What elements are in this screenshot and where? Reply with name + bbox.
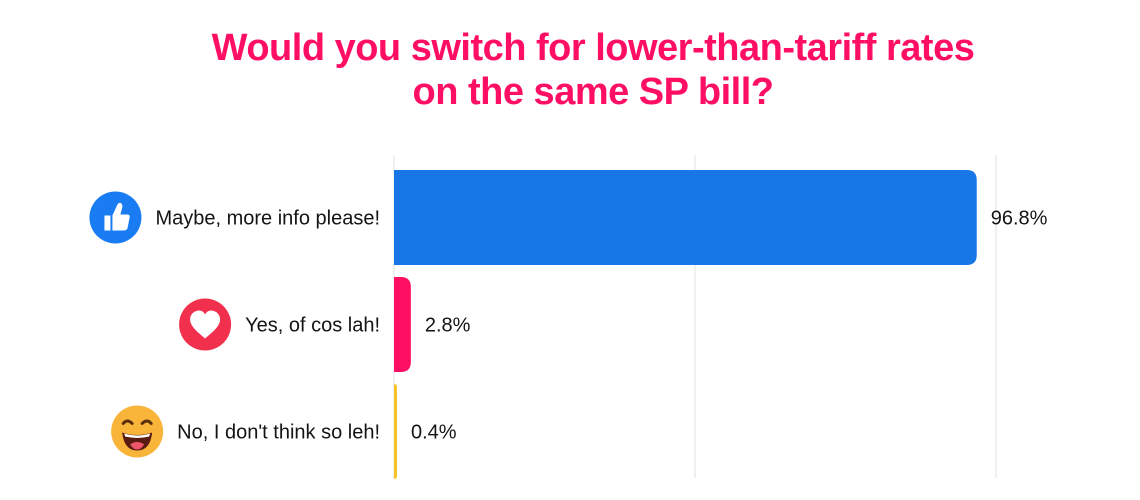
bar xyxy=(394,384,397,479)
thumbs-up-icon xyxy=(89,191,142,244)
heart-icon xyxy=(179,298,232,351)
bar xyxy=(394,277,411,372)
icons xyxy=(89,191,232,458)
value-label: 2.8% xyxy=(425,315,471,337)
labels: 96.8% Maybe, more info please! 2.8% Yes, of… xyxy=(155,208,1047,444)
value-label: 0.4% xyxy=(411,422,457,444)
category-label: No, I don't think so leh! xyxy=(177,422,380,444)
value-label: 96.8% xyxy=(991,208,1048,230)
chart-title-line-1: Would you switch for lower-than-tariff r… xyxy=(211,27,975,69)
chart-title-line-2: on the same SP bill? xyxy=(412,71,774,113)
category-label: Yes, of cos lah! xyxy=(245,315,380,337)
laughing-face-icon xyxy=(111,405,164,458)
bar xyxy=(394,170,977,265)
bars xyxy=(394,170,977,479)
chart-title: Would you switch for lower-than-tariff r… xyxy=(0,26,1140,114)
category-label: Maybe, more info please! xyxy=(155,208,380,230)
